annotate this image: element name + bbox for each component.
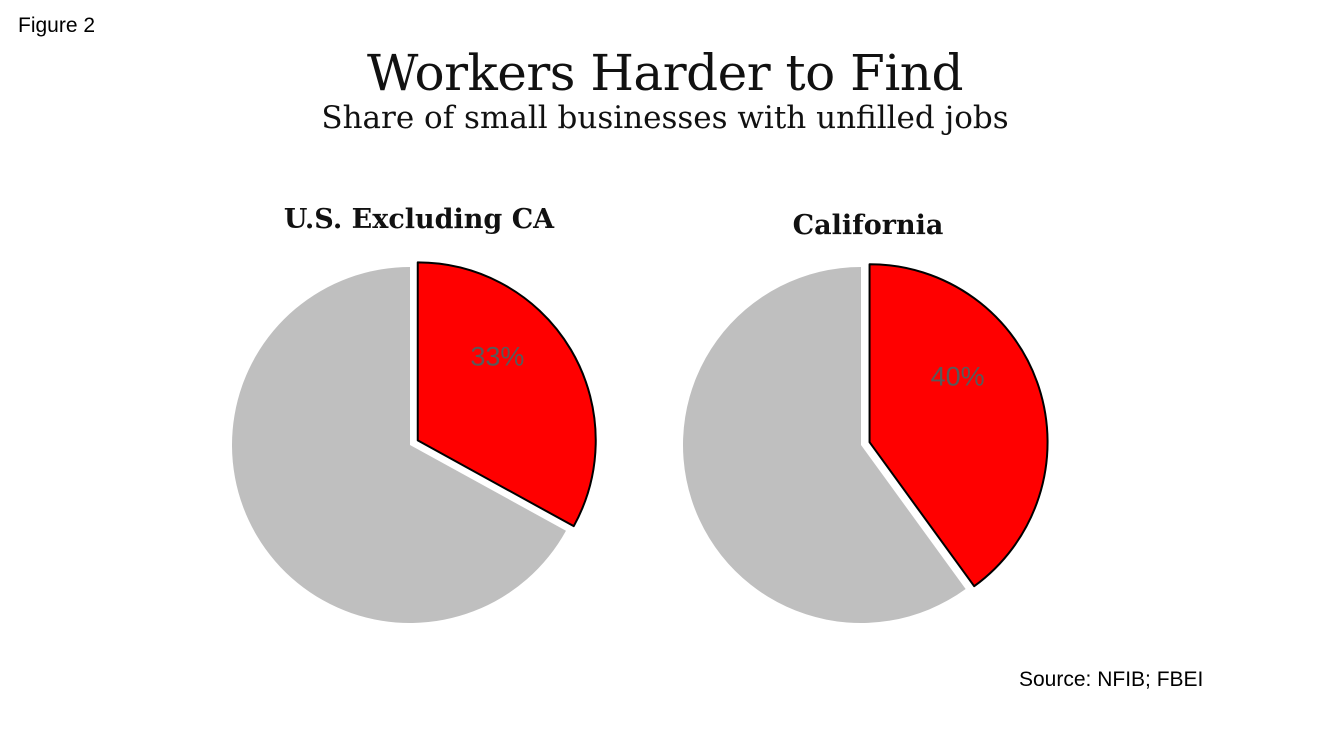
pie-data-label-california: 40% bbox=[931, 362, 985, 392]
pie-data-label-us-excluding-ca: 33% bbox=[470, 341, 524, 371]
pie-slice-us-excluding-ca-1 bbox=[232, 267, 566, 624]
source-note: Source: NFIB; FBEI bbox=[1019, 668, 1204, 691]
chart-subtitle: Share of small businesses with unfilled … bbox=[321, 100, 1009, 136]
pie-slice-us-excluding-ca-0 bbox=[416, 261, 597, 528]
figure-label: Figure 2 bbox=[18, 14, 96, 37]
pie-chart-us-excluding-ca: 33% bbox=[232, 261, 597, 624]
pie-slice-california-0 bbox=[868, 263, 1049, 588]
pie-chart-california: 40% bbox=[683, 263, 1049, 623]
pie-title-california: California bbox=[792, 210, 944, 241]
chart-main-title: Workers Harder to Find bbox=[366, 44, 964, 102]
pie-title-us-excluding-ca: U.S. Excluding CA bbox=[283, 204, 555, 235]
pie-slice-california-1 bbox=[683, 267, 966, 623]
